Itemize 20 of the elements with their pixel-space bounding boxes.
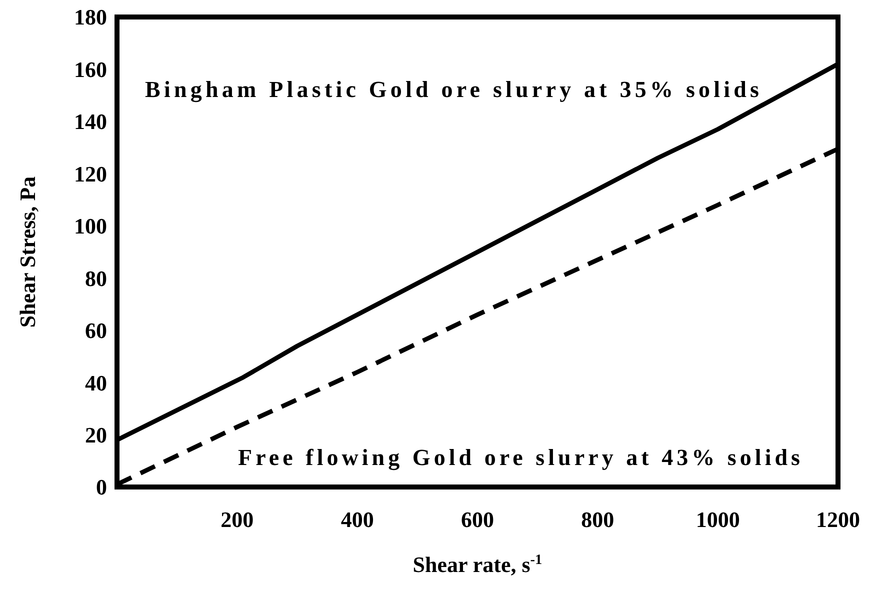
y-tick-label: 20 <box>85 422 107 448</box>
x-tick-label: 400 <box>340 507 374 532</box>
x-axis-title: Shear rate, s$^{-1}$ <box>412 552 542 577</box>
series-label: Bingham Plastic Gold ore slurry at 35% solids <box>145 77 760 103</box>
y-tick-label: 120 <box>74 161 107 186</box>
y-tick-label: 80 <box>85 266 107 291</box>
series-label: Free flowing Gold ore slurry at 43% solids <box>238 445 800 471</box>
x-tick-label: 1000 <box>696 507 740 532</box>
y-axis-title: Shear Stress, Pa <box>15 176 40 328</box>
x-tick-label: 600 <box>461 507 494 532</box>
y-tick-label: 140 <box>74 109 107 134</box>
x-tick-label: 1200 <box>816 507 860 532</box>
x-tick-label: 800 <box>581 507 614 532</box>
y-tick-label: 180 <box>74 4 107 30</box>
x-tick-label: 200 <box>220 507 254 532</box>
y-tick-label: 0 <box>96 474 107 500</box>
y-tick-label: 40 <box>85 370 107 396</box>
y-tick-label: 60 <box>85 318 107 344</box>
y-tick-label: 100 <box>74 214 107 239</box>
y-tick-label: 160 <box>74 56 107 82</box>
